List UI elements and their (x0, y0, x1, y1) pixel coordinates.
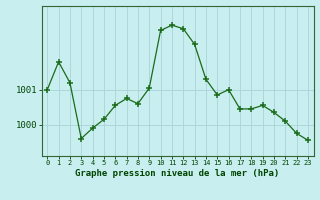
X-axis label: Graphe pression niveau de la mer (hPa): Graphe pression niveau de la mer (hPa) (76, 169, 280, 178)
